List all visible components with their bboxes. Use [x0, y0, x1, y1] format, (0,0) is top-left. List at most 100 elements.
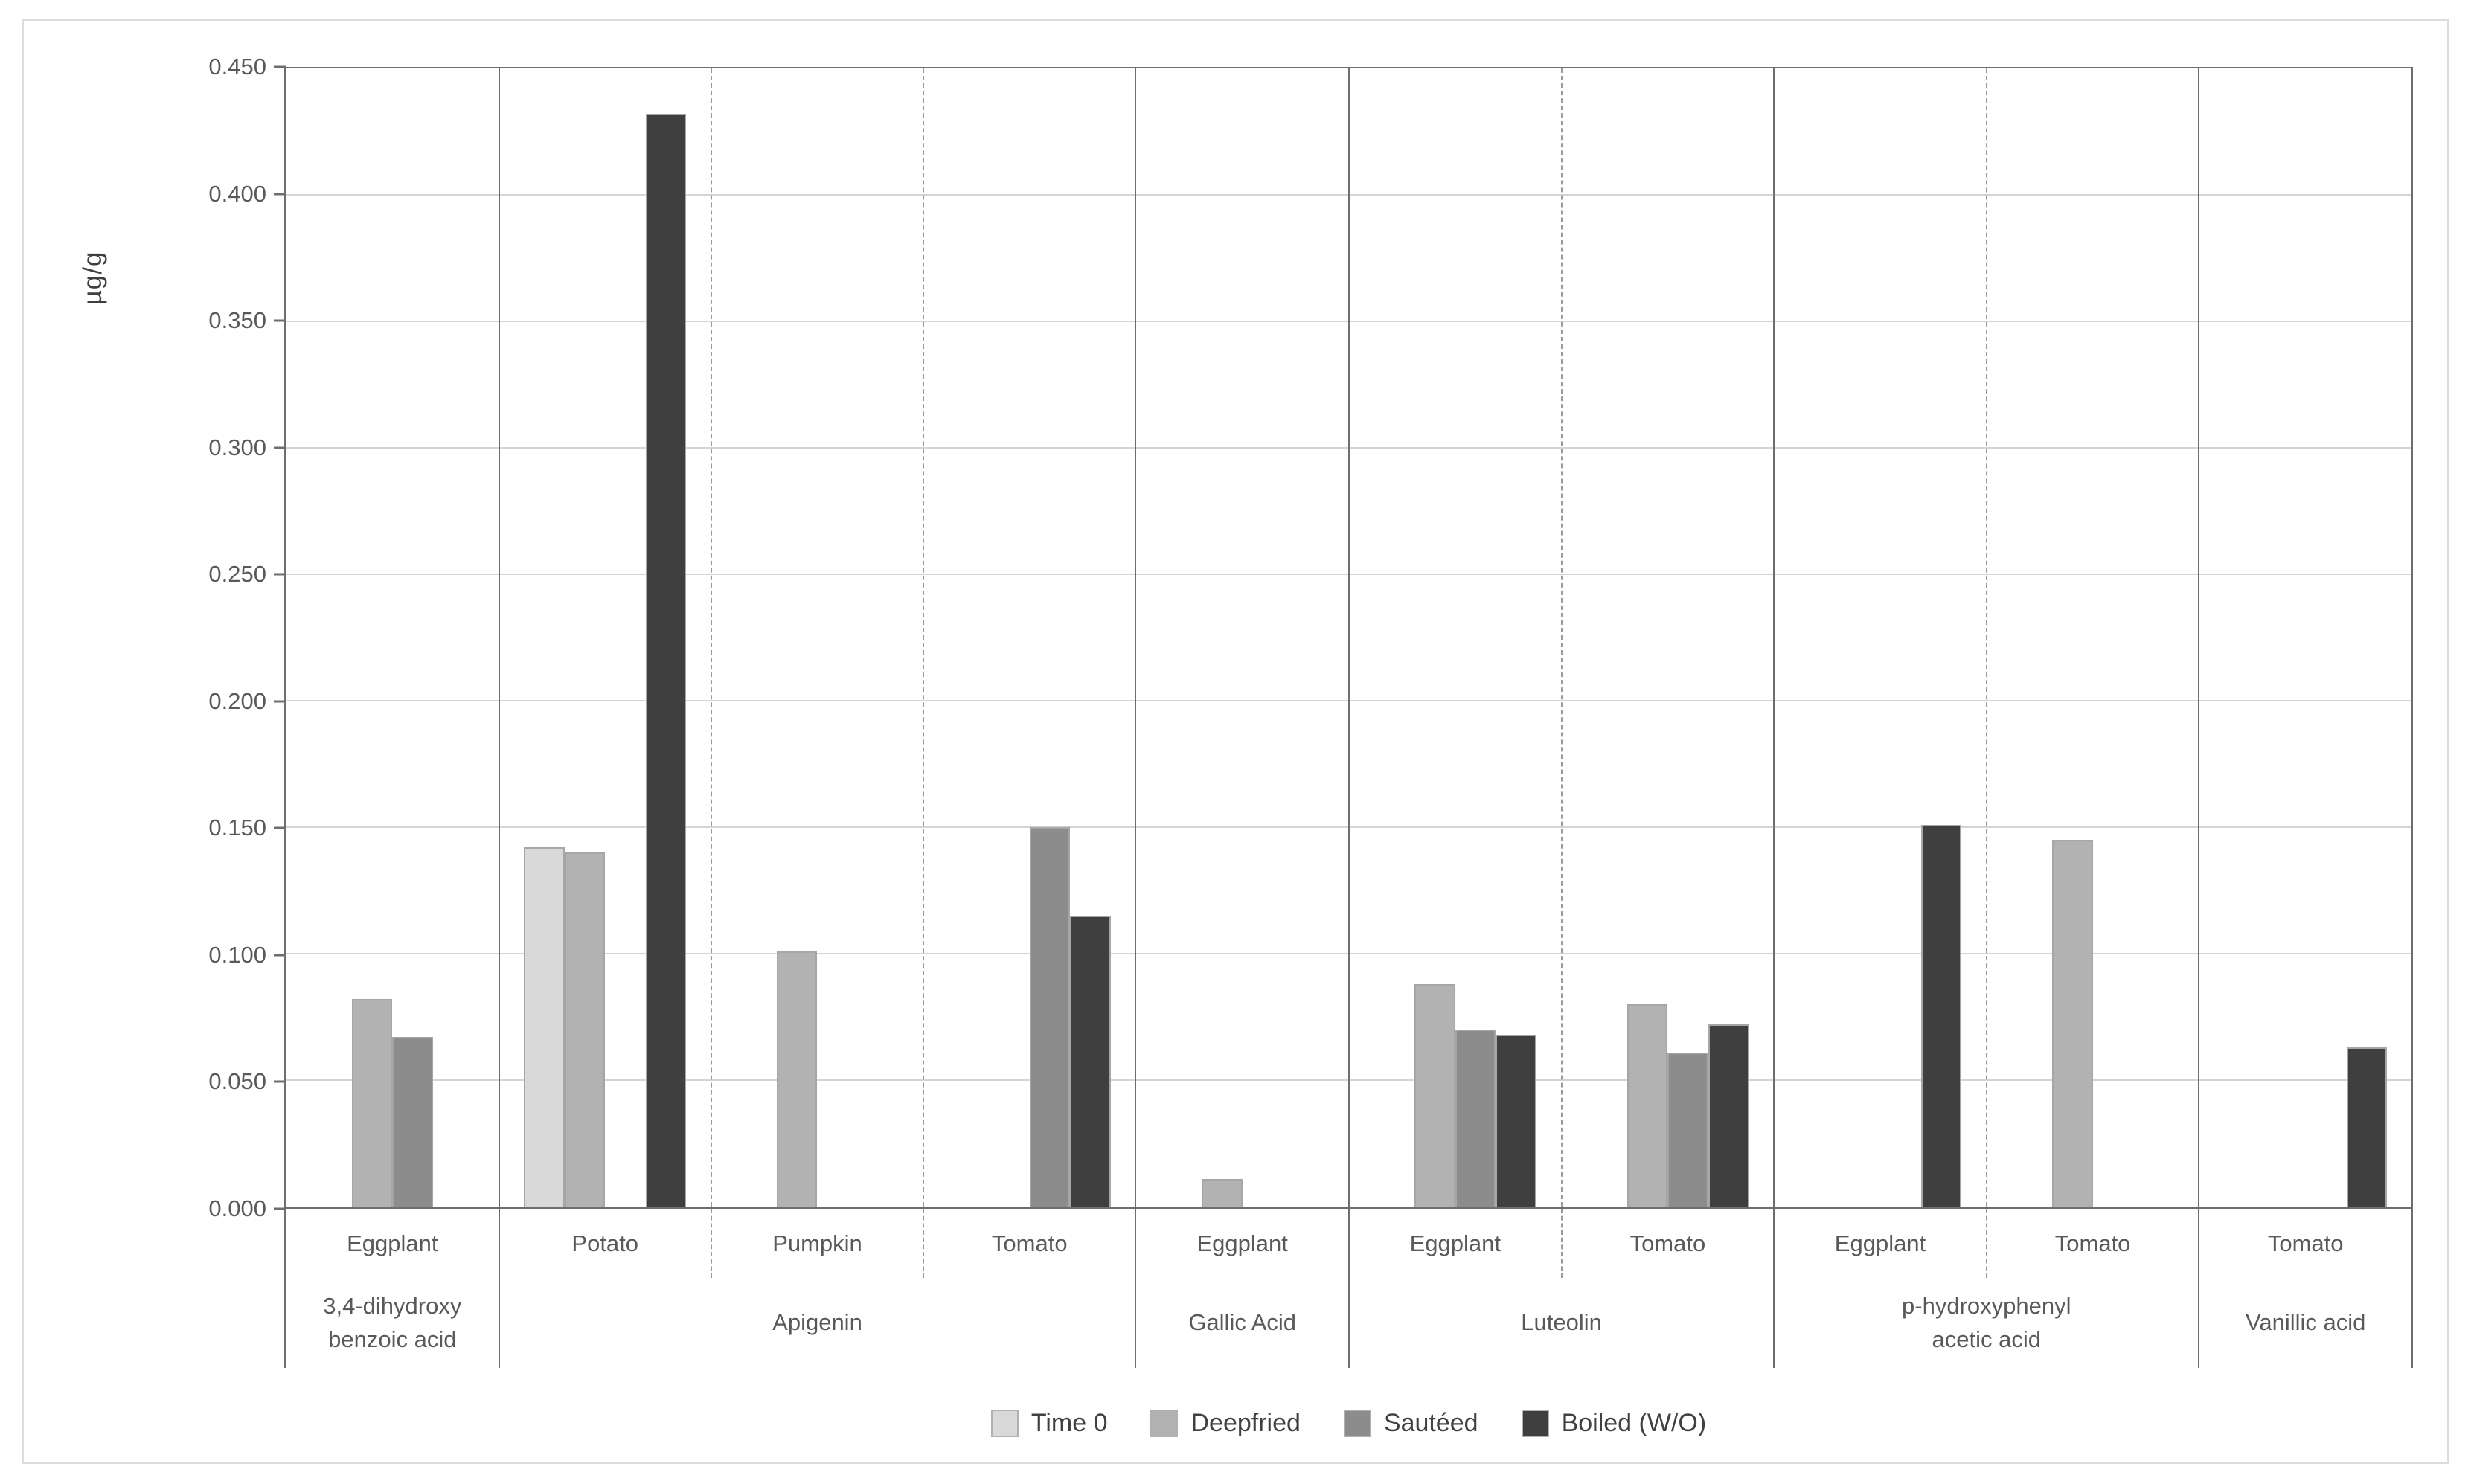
vegetable-column: [1136, 68, 1348, 1207]
series-slot: [1880, 68, 1921, 1207]
bar: [1029, 827, 1071, 1207]
series-slot: [1070, 68, 1111, 1207]
bar-cluster: [2224, 68, 2388, 1207]
bar: [776, 951, 818, 1207]
bar: [524, 847, 565, 1207]
y-tick-mark: [274, 65, 286, 68]
vegetable-label-row: Eggplant: [1136, 1209, 1348, 1278]
y-tick-label: 0.450: [208, 54, 266, 80]
vegetable-label: Eggplant: [1834, 1230, 1926, 1256]
series-slot: [1586, 68, 1627, 1207]
legend-label: Sautéed: [1383, 1408, 1478, 1437]
compound-group: [1773, 68, 2198, 1207]
compound-label: Apigenin: [772, 1309, 862, 1336]
series-slot: [817, 68, 858, 1207]
series-slot: [2306, 68, 2347, 1207]
bar-cluster: [1586, 68, 1749, 1207]
vegetable-label: Tomato: [1560, 1209, 1774, 1278]
series-slot: [989, 68, 1030, 1207]
group-label-block: Potato Pumpkin Tomato Apigenin: [498, 1209, 1135, 1368]
series-slot: [1201, 68, 1243, 1207]
y-tick-mark: [274, 193, 286, 196]
y-tick-mark: [274, 319, 286, 322]
y-tick-label: 0.300: [208, 434, 266, 460]
bar: [2052, 840, 2093, 1207]
series-slot: [1667, 68, 1708, 1207]
legend-label: Boiled (W/O): [1561, 1408, 1707, 1437]
x-axis-label-area: Eggplant 3,4-dihydroxy benzoic acid Potato…: [284, 1209, 2413, 1368]
y-tick-label: 0.100: [208, 941, 266, 968]
bar-cluster: [311, 68, 474, 1207]
group-label-block: Eggplant 3,4-dihydroxy benzoic acid: [286, 1209, 499, 1368]
compound-group: [286, 68, 499, 1207]
bar-cluster: [736, 68, 898, 1207]
series-slot: [605, 68, 646, 1207]
y-tick-mark: [274, 1207, 286, 1210]
series-slot: [949, 68, 990, 1207]
bar-cluster: [1374, 68, 1536, 1207]
group-label-block: Eggplant Tomato Luteolin: [1347, 1209, 1774, 1368]
series-slot: [1029, 68, 1071, 1207]
y-tick-mark: [274, 826, 286, 829]
legend-item: Time 0: [990, 1408, 1108, 1438]
vegetable-label: Tomato: [2267, 1230, 2344, 1256]
bar-cluster: [2011, 68, 2173, 1207]
vegetable-label-row: Eggplant: [286, 1209, 499, 1278]
compound-label: Vanillic acid: [2245, 1309, 2366, 1336]
vegetable-column: [923, 68, 1135, 1207]
y-tick-mark: [274, 573, 286, 576]
chart-outer-frame: [22, 19, 2449, 1464]
y-tick-label: 0.350: [208, 307, 266, 334]
y-tick-label: 0.050: [208, 1068, 266, 1095]
vegetable-label: Eggplant: [1409, 1230, 1501, 1256]
series-slot: [2265, 68, 2306, 1207]
y-axis-title: µg/g: [78, 251, 107, 306]
compound-group: [1135, 68, 1348, 1207]
series-slot: [524, 68, 565, 1207]
series-slot: [1799, 68, 1840, 1207]
vegetable-label-row: Eggplant Tomato: [1775, 1209, 2198, 1278]
plot-area: [284, 67, 2413, 1209]
bar: [2346, 1047, 2388, 1207]
compound-label-row: Vanillic acid: [2199, 1278, 2411, 1368]
series-slot: [2011, 68, 2052, 1207]
vegetable-column: [710, 68, 923, 1207]
legend: Time 0 Deepfried Sautéed Boiled (W/O): [284, 1397, 2413, 1449]
bar: [645, 114, 687, 1207]
compound-label: p-hydroxyphenyl acetic acid: [1902, 1292, 2071, 1352]
bar: [1070, 916, 1111, 1207]
series-slot: [2133, 68, 2174, 1207]
y-tick-label: 0.200: [208, 687, 266, 714]
series-slot: [1920, 68, 1962, 1207]
vegetable-label: Pumpkin: [710, 1209, 923, 1278]
compound-label-row: p-hydroxyphenyl acetic acid: [1775, 1278, 2198, 1368]
y-tick-mark: [274, 1080, 286, 1083]
series-slot: [564, 68, 606, 1207]
series-slot: [1243, 68, 1283, 1207]
legend-swatch: [1521, 1409, 1549, 1437]
y-tick-mark: [274, 954, 286, 957]
series-slot: [1374, 68, 1415, 1207]
y-tick-label: 0.150: [208, 815, 266, 841]
legend-swatch: [990, 1409, 1019, 1437]
legend-swatch: [1150, 1409, 1179, 1437]
legend-label: Time 0: [1031, 1408, 1108, 1437]
bar: [1626, 1004, 1668, 1207]
bar: [351, 999, 393, 1207]
series-slot: [2052, 68, 2093, 1207]
series-slot: [1414, 68, 1455, 1207]
compound-label-row: Apigenin: [500, 1278, 1135, 1368]
vegetable-column: [1985, 68, 2199, 1207]
series-slot: [2346, 68, 2388, 1207]
vegetable-label-row: Potato Pumpkin Tomato: [500, 1209, 1135, 1278]
y-tick-label: 0.250: [208, 561, 266, 588]
bar: [1496, 1034, 1536, 1207]
compound-label-row: Gallic Acid: [1136, 1278, 1348, 1368]
bar: [564, 852, 606, 1207]
vegetable-label-row: Tomato: [2199, 1209, 2411, 1278]
bar: [1667, 1052, 1708, 1207]
compound-group: [2198, 68, 2411, 1207]
compound-group: [1347, 68, 1773, 1207]
series-slot: [392, 68, 434, 1207]
series-slot: [776, 68, 818, 1207]
